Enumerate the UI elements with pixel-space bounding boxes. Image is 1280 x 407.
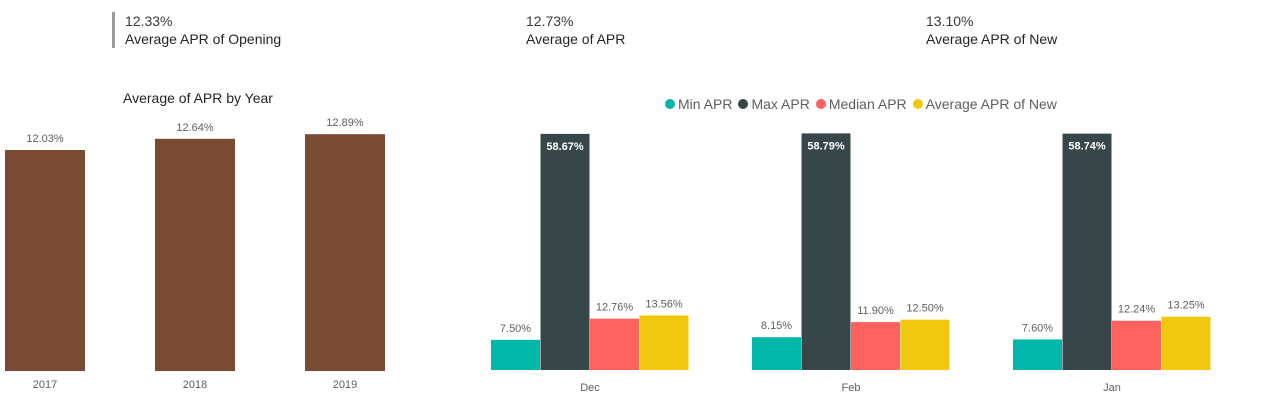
month-bar-Dec-average-apr-of-new[interactable] [639,315,689,370]
kpi-card-new[interactable]: 13.10% Average APR of New [926,12,1057,48]
month-bar-data-label: 11.90% [857,305,894,317]
month-bar-data-label: 12.24% [1118,304,1156,316]
month-bar-data-label: 58.67% [546,141,584,153]
year-axis-tick-label: 2019 [333,379,357,391]
year-bar-2017[interactable] [5,150,85,371]
month-bar-data-label: 12.76% [596,302,634,314]
month-bar-Feb-min-apr[interactable] [752,337,801,370]
kpi-value: 13.10% [926,13,974,29]
month-bar-data-label: 8.15% [761,320,792,332]
kpi-accent-bar [112,12,115,48]
legend-label: Max APR [751,96,810,112]
year-axis-tick-label: 2018 [183,379,207,391]
kpi-value: 12.33% [125,13,173,29]
legend-label: Average APR of New [925,96,1057,112]
legend-item-max-apr[interactable]: Max APR [738,96,810,112]
year-bar-data-label: 12.64% [176,122,214,134]
chart-legend[interactable]: Min APR Max APR Median APR Average APR of N… [665,96,1063,112]
legend-item-average-apr-of-new[interactable]: Average APR of New [912,96,1057,112]
month-bar-data-label: 13.56% [645,298,683,310]
year-bar-data-label: 12.03% [26,133,64,145]
legend-marker-icon [738,99,749,109]
month-bar-data-label: 58.79% [807,140,845,152]
kpi-card-apr[interactable]: 12.73% Average of APR [526,12,625,48]
month-bar-Jan-max-apr[interactable] [1062,133,1112,370]
legend-item-median-apr[interactable]: Median APR [815,96,907,112]
kpi-card-opening[interactable]: 12.33% Average APR of Opening [125,12,281,48]
kpi-label: Average APR of Opening [125,31,282,47]
month-bar-Feb-median-apr[interactable] [851,322,900,370]
legend-marker-icon [815,99,826,109]
month-bar-data-label: 12.50% [906,303,944,315]
month-axis-tick-label: Dec [580,382,600,394]
legend-marker-icon [912,99,923,109]
year-bar-2018[interactable] [155,138,235,371]
year-bar-2019[interactable] [305,134,385,371]
year-axis-tick-label: 2017 [33,379,57,391]
month-bar-Dec-min-apr[interactable] [491,339,540,370]
month-bar-data-label: 58.74% [1068,141,1106,153]
legend-item-min-apr[interactable]: Min APR [665,96,732,112]
month-bar-data-label: 7.60% [1022,322,1053,334]
month-bar-data-label: 13.25% [1167,300,1205,312]
month-bar-Feb-max-apr[interactable] [801,133,851,370]
legend-label: Min APR [678,96,733,112]
month-bar-data-label: 7.50% [500,323,531,335]
month-bar-Jan-min-apr[interactable] [1013,339,1062,370]
kpi-label: Average of APR [526,31,626,47]
legend-label: Median APR [828,96,907,112]
month-axis-tick-label: Jan [1103,382,1121,394]
month-bar-Jan-median-apr[interactable] [1112,320,1161,370]
month-bar-Dec-median-apr[interactable] [590,318,639,370]
kpi-label: Average APR of New [926,31,1058,47]
chart-title-year: Average of APR by Year [123,90,273,106]
legend-marker-icon [665,99,675,109]
month-bar-Feb-average-apr-of-new[interactable] [900,319,950,370]
kpi-value: 12.73% [526,13,574,29]
year-bar-data-label: 12.89% [326,117,364,129]
month-bar-Jan-average-apr-of-new[interactable] [1161,316,1211,370]
month-axis-tick-label: Feb [842,382,861,394]
month-bar-Dec-max-apr[interactable] [540,133,590,370]
